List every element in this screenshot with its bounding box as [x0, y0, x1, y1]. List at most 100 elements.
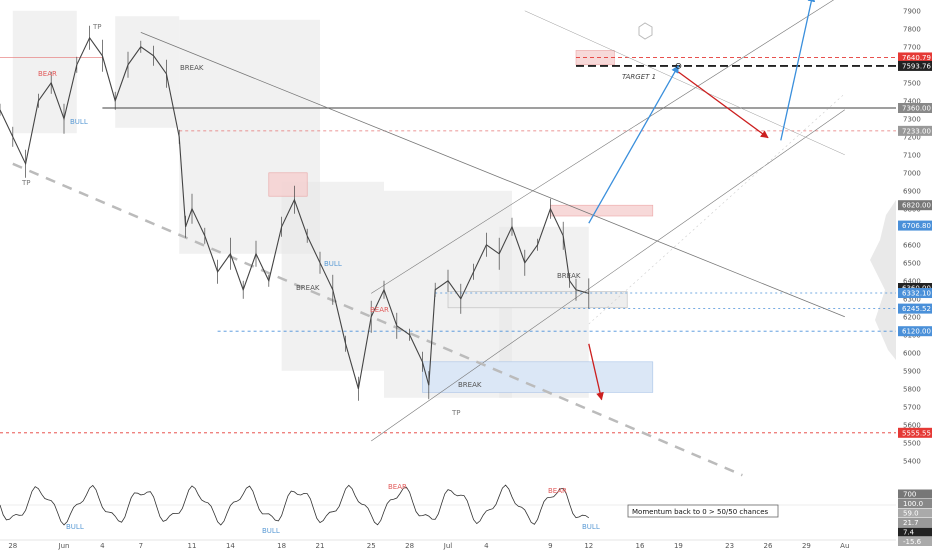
price-tick-label: 6000 [903, 349, 921, 357]
osc-tag-label: 7.4 [903, 529, 915, 537]
osc-tag [898, 518, 932, 527]
time-tick-label: 7 [139, 542, 143, 550]
time-tick-label: 12 [584, 542, 593, 550]
price-tag [898, 326, 932, 337]
time-tick-label: 28 [405, 542, 414, 550]
price-tag [898, 303, 932, 314]
price-tag-label: 7593.76 [902, 62, 931, 70]
momentum-note: Momentum back to 0 > 50/50 chances [627, 504, 779, 518]
price-tick-label: 7500 [903, 79, 921, 87]
price-tick-label: 5600 [903, 421, 921, 429]
bear-label: BEAR [388, 483, 407, 491]
price-tick-label: 7000 [903, 169, 921, 177]
projection-arrow [678, 71, 769, 139]
price-tick-label: 6500 [903, 259, 921, 267]
consolidation-box [115, 16, 180, 128]
osc-tag-label: 59.0 [903, 510, 919, 518]
time-tick-label: Jun [58, 542, 70, 550]
osc-tag-label: 100.0 [903, 500, 923, 508]
price-tick-label: 6400 [903, 277, 921, 285]
price-tag-label: 7360.00 [902, 105, 931, 113]
trend-line [524, 10, 845, 156]
price-tag-label: 6120.00 [902, 328, 931, 336]
time-tick-label: 16 [636, 542, 645, 550]
price-tick-label: 7300 [903, 115, 921, 123]
price-tick-label: 7700 [903, 43, 921, 51]
price-line [0, 36, 589, 389]
osc-tag-label: -15.6 [903, 538, 922, 546]
price-tag [898, 283, 932, 293]
bull-label: BULL [66, 523, 84, 531]
bear-label: BEAR [548, 487, 567, 495]
price-tick-label: 6200 [903, 313, 921, 321]
momentum-note-text: Momentum back to 0 > 50/50 chances [632, 508, 769, 516]
price-tag-label: 6245.52 [902, 305, 931, 313]
oscillator-line [0, 484, 590, 526]
price-tick-label: 5900 [903, 367, 921, 375]
bull-label: BULL [324, 260, 342, 268]
price-tick-label: 5700 [903, 403, 921, 411]
supply-zone [575, 50, 615, 66]
time-tick-label: 19 [674, 542, 683, 550]
time-tick-label: 28 [8, 542, 17, 550]
bear-label: BEAR [370, 306, 389, 314]
time-tick-label: 11 [188, 542, 197, 550]
tp-label: TP [451, 409, 461, 417]
osc-tag [898, 527, 932, 537]
projection-arrow [588, 343, 604, 401]
time-tick-label: Au [840, 542, 849, 550]
time-tick-label: 21 [316, 542, 325, 550]
price-tick-label: 7200 [903, 133, 921, 141]
range-box [447, 291, 628, 309]
price-tag [898, 200, 932, 211]
supply-zone [550, 204, 654, 217]
price-tick-label: 5800 [903, 385, 921, 393]
price-axis-panel [896, 0, 932, 550]
bull-label: BULL [70, 118, 88, 126]
time-tick-label: 4 [484, 542, 489, 550]
price-tag-label: 7640.79 [902, 54, 931, 62]
time-tick-label: 23 [725, 542, 734, 550]
price-tick-label: 6900 [903, 187, 921, 195]
osc-tag-label: 700 [903, 491, 916, 499]
price-tag [898, 427, 932, 438]
break-label: BREAK [180, 64, 204, 72]
osc-tag [898, 537, 932, 546]
time-tick-label: 26 [764, 542, 773, 550]
bull-label: BULL [582, 523, 600, 531]
price-tag-label: 6820.00 [902, 202, 931, 210]
break-label: BREAK [296, 284, 320, 292]
projection-arrow [780, 0, 816, 141]
price-tag-label: 6332.10 [902, 290, 931, 298]
target-point [675, 62, 682, 69]
bull-label: BULL [262, 527, 280, 535]
osc-tag [898, 499, 932, 508]
time-tick-label: 4 [100, 542, 105, 550]
time-tick-label: 18 [277, 542, 286, 550]
price-tick-label: 6300 [903, 295, 921, 303]
price-tag [898, 60, 932, 71]
bear-label: BEAR [38, 70, 57, 78]
price-tick-label: 7800 [903, 25, 921, 33]
break-label: BREAK [458, 381, 482, 389]
tp-label: TP [92, 23, 102, 31]
price-tag-label: 6706.80 [902, 222, 931, 230]
price-tag-label: 7233.00 [902, 127, 931, 135]
price-tick-label: 7400 [903, 97, 921, 105]
price-tag [898, 103, 932, 113]
price-tick-label: 7900 [903, 7, 921, 15]
price-tag [898, 288, 932, 299]
time-tick-label: Jul [443, 542, 453, 550]
osc-tag-label: 21.7 [903, 519, 919, 527]
demand-zone [422, 361, 654, 393]
volume-profile [870, 200, 896, 360]
price-tick-label: 7100 [903, 151, 921, 159]
price-tag [898, 220, 932, 231]
price-tag [898, 52, 932, 63]
consolidation-box [12, 10, 77, 134]
price-tick-label: 5500 [903, 439, 921, 447]
target-label: TARGET 1 [622, 73, 656, 81]
trend-line [140, 32, 845, 318]
trend-line [371, 0, 835, 294]
